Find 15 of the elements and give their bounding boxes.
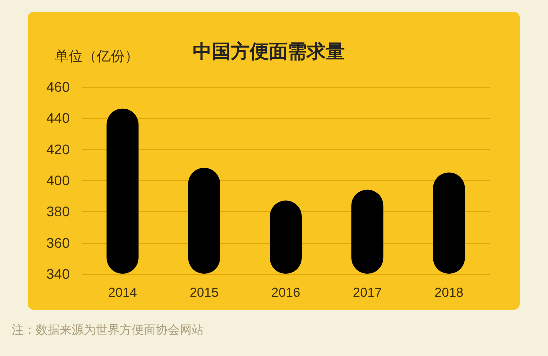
x-tick-label: 2017 xyxy=(353,285,382,300)
y-tick-label: 420 xyxy=(46,141,70,158)
y-tick-label: 400 xyxy=(46,172,70,188)
text: 注：数据来源为世界方便面协会网站 xyxy=(12,322,204,339)
chart-title: 中国方便面需求量 xyxy=(193,41,345,63)
y-axis-title: 单位（亿份） xyxy=(55,48,139,64)
x-tick-label: 2018 xyxy=(434,285,464,300)
y-tick-label: 360 xyxy=(46,234,70,251)
y-tick-label: 460 xyxy=(46,79,70,95)
x-tick-label: 2016 xyxy=(272,285,300,300)
x-tick-label: 2015 xyxy=(190,285,219,300)
x-tick-label: 2014 xyxy=(108,285,138,300)
y-tick-label: 380 xyxy=(46,204,70,220)
y-tick-label: 340 xyxy=(46,266,70,282)
y-tick-label: 440 xyxy=(46,110,70,126)
